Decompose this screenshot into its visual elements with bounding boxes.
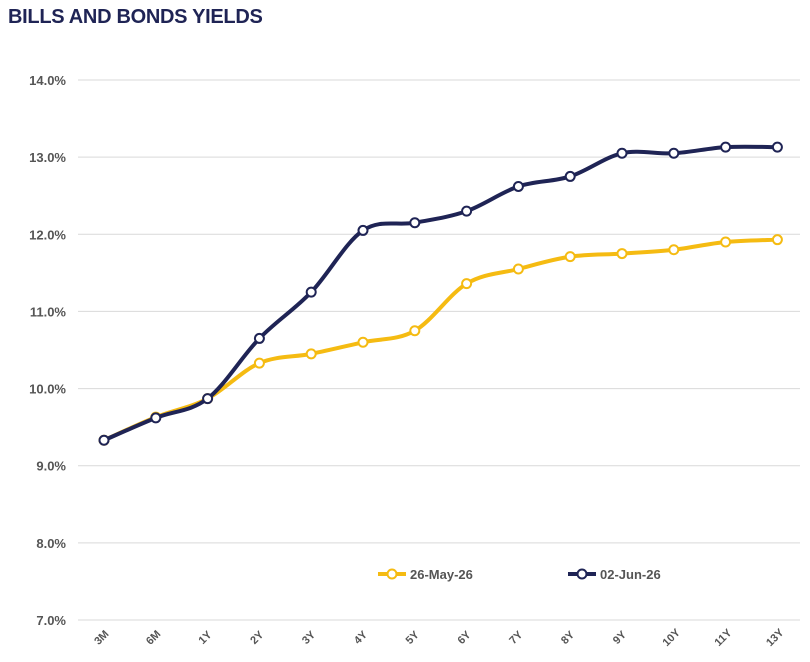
data-point bbox=[305, 348, 317, 360]
y-tick-label: 7.0% bbox=[36, 613, 66, 628]
legend: 26-May-26 02-Jun-26 bbox=[378, 567, 661, 582]
data-point bbox=[461, 205, 473, 217]
data-point bbox=[512, 180, 524, 192]
x-tick-label: 5Y bbox=[404, 628, 422, 646]
legend-label: 02-Jun-26 bbox=[600, 567, 661, 582]
data-point bbox=[616, 147, 628, 159]
data-point bbox=[564, 251, 576, 263]
data-point bbox=[512, 263, 524, 275]
chart-title: BILLS AND BONDS YIELDS bbox=[8, 6, 263, 28]
y-tick-label: 13.0% bbox=[29, 150, 66, 165]
y-tick-label: 10.0% bbox=[29, 382, 66, 397]
data-point bbox=[668, 244, 680, 256]
y-tick-label: 12.0% bbox=[29, 227, 66, 242]
series-line bbox=[102, 144, 780, 443]
data-point bbox=[771, 234, 783, 246]
x-tick-label: 7Y bbox=[507, 628, 525, 646]
data-point bbox=[771, 141, 783, 153]
x-tick-label: 9Y bbox=[611, 628, 629, 646]
x-tick-label: 8Y bbox=[559, 628, 577, 646]
x-tick-label: 6M bbox=[144, 628, 163, 647]
legend-item: 26-May-26 bbox=[378, 567, 473, 582]
x-tick-label: 10Y bbox=[661, 626, 684, 649]
x-tick-label: 6Y bbox=[455, 628, 473, 646]
data-point bbox=[202, 393, 214, 405]
x-axis-ticks: 3M 6M 1Y 2Y 3Y 4Y 5Y 6Y 7Y 8Y 9Y 10Y 11Y 13Y bbox=[92, 626, 787, 649]
legend-label: 26-May-26 bbox=[410, 567, 473, 582]
grid-lines bbox=[78, 79, 800, 621]
legend-marker bbox=[576, 568, 588, 580]
legend-marker bbox=[386, 568, 398, 580]
data-point bbox=[616, 248, 628, 260]
y-tick-label: 8.0% bbox=[36, 536, 66, 551]
series-0 bbox=[98, 234, 783, 446]
x-tick-label: 13Y bbox=[764, 626, 787, 649]
x-tick-label: 2Y bbox=[248, 628, 266, 646]
x-tick-label: 1Y bbox=[196, 628, 214, 646]
data-point bbox=[409, 217, 421, 229]
data-point bbox=[253, 357, 265, 369]
y-tick-label: 14.0% bbox=[29, 73, 66, 88]
data-point bbox=[357, 224, 369, 236]
x-tick-label: 4Y bbox=[352, 628, 370, 646]
data-point bbox=[720, 236, 732, 248]
data-point bbox=[668, 147, 680, 159]
data-point bbox=[357, 336, 369, 348]
data-point bbox=[564, 170, 576, 182]
legend-item: 02-Jun-26 bbox=[568, 567, 661, 582]
data-point bbox=[409, 325, 421, 337]
data-point bbox=[253, 332, 265, 344]
data-point bbox=[720, 141, 732, 153]
data-point bbox=[98, 434, 110, 446]
data-point bbox=[461, 278, 473, 290]
series-1 bbox=[98, 141, 783, 446]
x-tick-label: 3M bbox=[92, 628, 111, 647]
data-point bbox=[305, 286, 317, 298]
y-tick-label: 9.0% bbox=[36, 459, 66, 474]
series-line bbox=[102, 237, 780, 443]
y-tick-label: 11.0% bbox=[30, 304, 67, 319]
x-tick-label: 3Y bbox=[300, 628, 318, 646]
data-point bbox=[150, 412, 162, 424]
x-tick-label: 11Y bbox=[713, 626, 735, 648]
series-lines bbox=[98, 141, 783, 446]
y-axis-ticks: 7.0% 8.0% 9.0% 10.0% 11.0% 12.0% 13.0% 14.0% bbox=[29, 73, 66, 628]
